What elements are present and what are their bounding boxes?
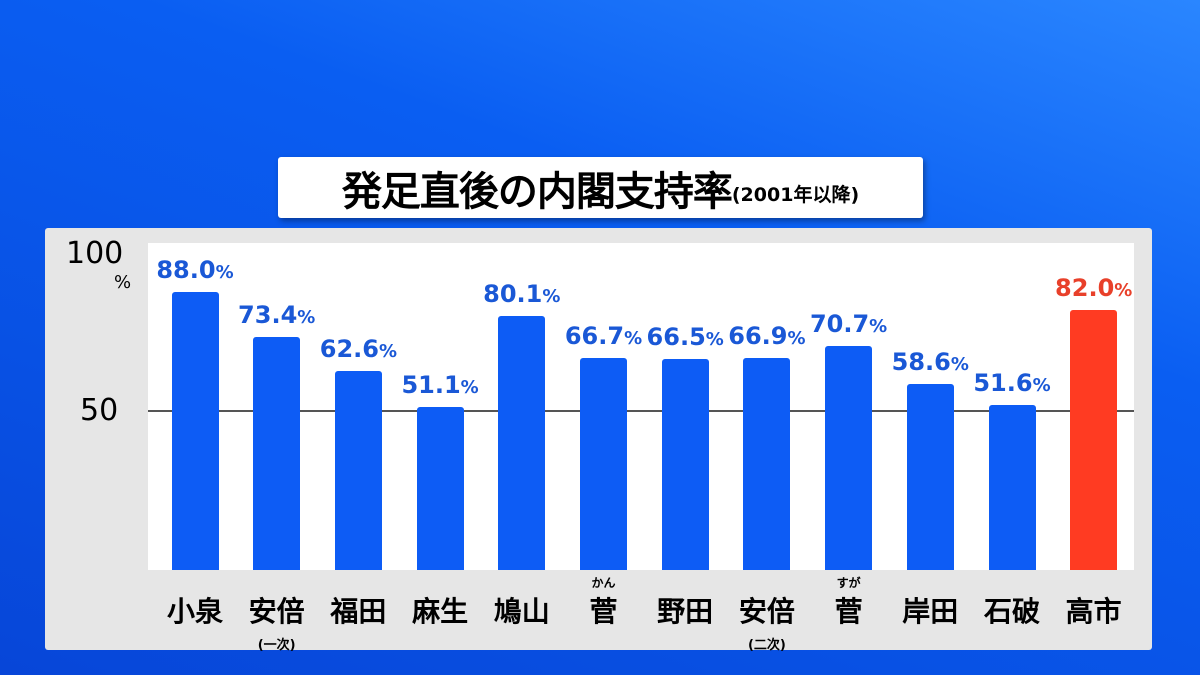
category-name: 野田 xyxy=(657,595,714,628)
category-name: 安倍 xyxy=(738,595,795,628)
value-unit: % xyxy=(542,286,561,308)
value-text: 62.6 xyxy=(319,335,379,364)
value-text: 73.4 xyxy=(238,301,298,330)
value-text: 51.6 xyxy=(973,369,1033,398)
value-unit: % xyxy=(705,328,724,350)
value-label-10: 51.6% xyxy=(962,369,1062,397)
category-label-2: 福田 xyxy=(313,584,403,630)
category-name: 岸田 xyxy=(902,595,959,628)
category-label-6: 野田 xyxy=(640,584,730,630)
category-label-11: 高市 xyxy=(1049,584,1139,630)
value-unit: % xyxy=(215,261,234,283)
bar-1 xyxy=(253,337,301,570)
value-unit: % xyxy=(787,327,806,349)
bar-9 xyxy=(906,383,954,570)
category-label-1: 安倍 (一次) xyxy=(232,584,322,653)
value-text: 66.9 xyxy=(728,321,788,350)
bar-0 xyxy=(171,291,219,570)
bar-6 xyxy=(661,358,709,570)
value-text: 66.5 xyxy=(646,322,706,351)
value-unit: % xyxy=(378,341,398,363)
value-label-11: 82.0% xyxy=(1044,274,1144,302)
category-label-4: 鳩山 xyxy=(477,584,567,630)
category-name: 菅 xyxy=(834,595,863,628)
category-name: 鳩山 xyxy=(493,595,550,628)
value-text: 58.6 xyxy=(891,347,951,376)
value-unit: % xyxy=(1114,280,1133,302)
category-name: 福田 xyxy=(330,595,387,628)
value-label-9: 58.6% xyxy=(880,348,980,376)
category-name: 菅 xyxy=(589,595,618,628)
value-text: 66.7 xyxy=(564,322,625,351)
bar-11 xyxy=(1070,310,1118,570)
y-unit: % xyxy=(114,272,132,293)
bar-8 xyxy=(825,345,873,570)
value-text: 82.0 xyxy=(1055,274,1115,303)
value-text: 51.1 xyxy=(401,371,461,400)
value-unit: % xyxy=(1032,375,1051,397)
category-name: 安倍 xyxy=(248,595,305,628)
value-unit: % xyxy=(869,315,888,337)
category-name: 高市 xyxy=(1065,595,1122,628)
value-label-6: 66.5% xyxy=(635,323,735,351)
bar-5 xyxy=(580,358,627,570)
category-name: 石破 xyxy=(983,595,1040,628)
value-unit: % xyxy=(297,307,316,329)
ruby-text: かん xyxy=(591,576,616,590)
value-label-3: 51.1% xyxy=(390,371,490,399)
y-tick-50: 50 xyxy=(80,393,119,428)
category-label-5: かん菅 xyxy=(559,576,649,630)
value-label-5: 66.7% xyxy=(554,322,654,350)
value-text: 80.1 xyxy=(483,280,543,309)
value-label-4: 80.1% xyxy=(472,280,572,308)
ruby-text: すが xyxy=(836,576,861,590)
category-label-0: 小泉 xyxy=(150,584,240,630)
category-label-9: 岸田 xyxy=(885,584,975,630)
value-label-8: 70.7% xyxy=(799,310,899,338)
y-tick-100: 100 xyxy=(66,236,124,271)
bar-3 xyxy=(416,407,464,570)
category-note: (一次) xyxy=(257,638,296,653)
category-label-3: 麻生 xyxy=(395,584,485,630)
category-label-7: 安倍 (二次) xyxy=(722,584,812,653)
gridline-50 xyxy=(148,409,1134,412)
value-unit: % xyxy=(950,353,969,375)
bar-7 xyxy=(743,357,791,570)
value-text: 88.0 xyxy=(156,255,216,284)
category-note: (二次) xyxy=(747,638,786,653)
value-label-1: 73.4% xyxy=(227,301,327,329)
bar-4 xyxy=(498,316,546,570)
bar-10 xyxy=(988,405,1036,570)
title-main: 発足直後の内閣支持率 xyxy=(341,168,733,215)
chart-title: 発足直後の内閣支持率 (2001年以降) xyxy=(278,157,923,218)
category-label-8: すが菅 xyxy=(804,576,894,630)
bar-2 xyxy=(334,371,382,570)
title-sub: (2001年以降) xyxy=(731,184,860,206)
value-label-0: 88.0% xyxy=(145,256,245,284)
category-name: 麻生 xyxy=(412,595,469,628)
value-unit: % xyxy=(624,328,643,350)
value-label-2: 62.6% xyxy=(308,335,408,363)
value-label-7: 66.9% xyxy=(717,322,817,350)
value-unit: % xyxy=(460,377,479,399)
category-label-10: 石破 xyxy=(967,584,1057,630)
value-text: 70.7 xyxy=(809,309,870,338)
category-name: 小泉 xyxy=(166,595,223,628)
plot-area: 88.0% 73.4% 62.6% 51.1% 80.1% 66.7% 66.5% 66.9%… xyxy=(148,243,1134,570)
